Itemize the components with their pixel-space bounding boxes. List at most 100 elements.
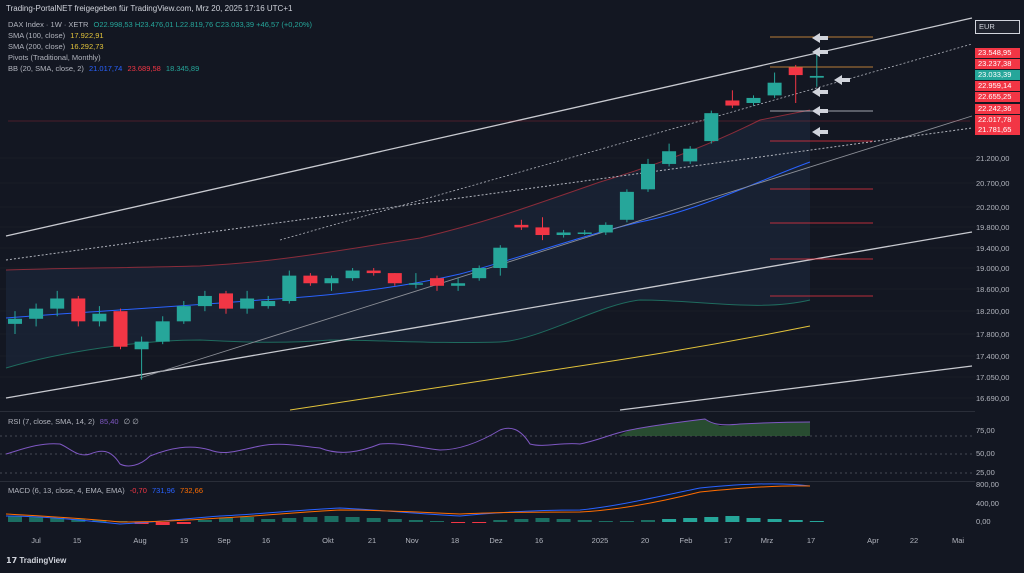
rsi-pane-svg[interactable]	[0, 412, 975, 482]
macd-line-value: 731,96	[152, 486, 175, 495]
price-axis-label: 19.000,00	[976, 264, 1010, 273]
candle-body[interactable]	[8, 318, 22, 324]
candle-body[interactable]	[430, 278, 444, 286]
price-axis-label: 18.200,00	[976, 307, 1010, 316]
candle-body[interactable]	[197, 295, 212, 307]
macd-hist-bar	[641, 520, 655, 522]
candle-body[interactable]	[261, 301, 276, 307]
candle-body[interactable]	[746, 97, 761, 104]
macd-label: MACD (6, 13, close, 4, EMA, EMA)	[8, 486, 125, 495]
time-axis-label: Mrz	[760, 536, 774, 545]
trend-line-inner	[139, 115, 973, 379]
candle-body[interactable]	[472, 268, 487, 279]
arrow-left-icon	[834, 75, 850, 85]
time-axis-label: Sep	[217, 536, 231, 545]
legend-sma100-label: SMA (100, close)	[8, 31, 66, 40]
macd-hist-bar	[451, 522, 466, 523]
candle-body[interactable]	[345, 270, 360, 279]
legend-pivots-row[interactable]: Pivots (Traditional, Monthly)	[8, 53, 101, 62]
macd-legend[interactable]: MACD (6, 13, close, 4, EMA, EMA) -0,70 7…	[8, 486, 203, 495]
price-tag: 21.781,65	[975, 125, 1020, 135]
bollinger-basis-line	[5, 161, 811, 319]
macd-hist-bar	[261, 519, 276, 522]
rsi-extra: ∅ ∅	[123, 417, 139, 426]
candles-group[interactable]	[8, 53, 824, 380]
candle-body[interactable]	[619, 191, 634, 220]
arrow-markers	[812, 33, 850, 137]
time-axis-label: Feb	[679, 536, 693, 545]
macd-hist-bar	[430, 521, 444, 522]
legend-sma100-row[interactable]: SMA (100, close) 17.922,91	[8, 31, 104, 40]
candle-body[interactable]	[767, 82, 782, 96]
brand-footer[interactable]: 𝟭𝟳 TradingView	[6, 556, 66, 565]
price-axis-label: 17.050,00	[976, 373, 1010, 382]
candle-body[interactable]	[303, 275, 318, 284]
time-axis-label: 2025	[591, 536, 609, 545]
candle-body[interactable]	[451, 283, 466, 286]
candle-body[interactable]	[29, 308, 44, 319]
rsi-legend[interactable]: RSI (7, close, SMA, 14, 2) 85,40 ∅ ∅	[8, 417, 139, 426]
candle-body[interactable]	[683, 148, 698, 162]
legend-sma100-value: 17.922,91	[70, 31, 104, 40]
header-title: Trading-PortalNET freigegeben für Tradin…	[6, 4, 293, 13]
candle-body[interactable]	[704, 113, 719, 142]
macd-hist-bar	[50, 518, 65, 522]
macd-hist-bar	[662, 519, 677, 522]
candle-body[interactable]	[134, 341, 149, 350]
candle-body[interactable]	[493, 247, 508, 269]
candle-body[interactable]	[408, 283, 423, 285]
price-tag: 23.548,95	[975, 48, 1020, 58]
pane-separator-rsi[interactable]	[0, 411, 975, 412]
candle-body[interactable]	[387, 273, 402, 284]
currency-button[interactable]: EUR	[975, 20, 1020, 34]
candle-body[interactable]	[535, 227, 550, 236]
candle-body[interactable]	[324, 278, 339, 284]
main-chart-svg[interactable]	[0, 0, 975, 530]
price-tag: 23.237,38	[975, 59, 1020, 69]
candle-body[interactable]	[240, 298, 255, 309]
candle-body[interactable]	[113, 311, 128, 347]
candle-body[interactable]	[514, 224, 529, 228]
candle-body[interactable]	[788, 67, 803, 76]
legend-bb-mid: 21.017,74	[88, 64, 123, 73]
macd-hist-bar	[725, 516, 740, 522]
macd-hist-bar	[809, 521, 824, 522]
candle-body[interactable]	[219, 293, 233, 309]
candle-body[interactable]	[725, 100, 740, 106]
macd-hist-bar	[619, 521, 634, 522]
time-axis-label: Aug	[133, 536, 147, 545]
macd-hist-bar	[514, 519, 529, 522]
macd-signal-line	[5, 485, 811, 523]
channel-upper-line	[5, 17, 973, 237]
pane-separator-macd[interactable]	[0, 481, 975, 482]
candle-body[interactable]	[71, 298, 86, 322]
time-axis-label: 21	[367, 536, 377, 545]
candle-body[interactable]	[282, 275, 297, 302]
rsi-axis-label: 50,00	[976, 449, 995, 458]
legend-symbol[interactable]: DAX Index · 1W · XETR	[8, 20, 89, 29]
legend-sma200-row[interactable]: SMA (200, close) 16.292,73	[8, 42, 104, 51]
candle-body[interactable]	[366, 270, 381, 274]
candle-body[interactable]	[50, 298, 65, 309]
trend-line-dotted-lower	[5, 127, 973, 261]
rsi-value: 85,40	[99, 417, 119, 426]
candle-body[interactable]	[176, 306, 191, 322]
time-axis-label: Mai	[951, 536, 965, 545]
candle-body[interactable]	[809, 75, 824, 78]
macd-pane-svg[interactable]	[0, 482, 975, 530]
candle-body[interactable]	[92, 313, 107, 322]
macd-hist-bar	[240, 517, 255, 522]
macd-hist-bar	[577, 520, 592, 522]
candle-body[interactable]	[662, 151, 677, 164]
candle-body[interactable]	[577, 232, 592, 234]
time-axis-label: 22	[909, 536, 919, 545]
macd-hist-bar	[683, 518, 698, 522]
arrow-left-icon	[812, 33, 828, 43]
candle-body[interactable]	[641, 163, 655, 190]
arrow-left-icon	[812, 47, 828, 57]
candle-body[interactable]	[155, 321, 170, 342]
candle-body[interactable]	[556, 232, 571, 236]
candle-body[interactable]	[598, 224, 613, 233]
legend-bb-row[interactable]: BB (20, SMA, close, 2) 21.017,74 23.689,…	[8, 64, 199, 73]
macd-axis-label: 0,00	[976, 517, 991, 526]
